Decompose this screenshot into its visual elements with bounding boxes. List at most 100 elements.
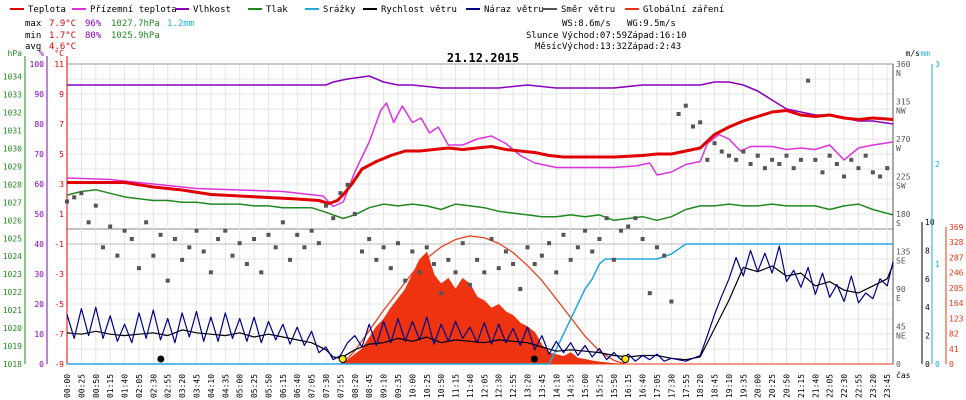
humidity-tick: 50 [34, 210, 44, 219]
x-tick: 18:20 [696, 374, 705, 398]
series-teplota [67, 109, 894, 205]
wind-dir-dir: S [896, 219, 901, 228]
x-tick: 13:20 [523, 374, 532, 398]
wind-dir-point [597, 237, 602, 241]
radiation-tick: 123 [949, 314, 964, 323]
rain-tick: 0 [935, 360, 940, 369]
wind-dir-point [784, 153, 789, 158]
wind-dir-point [856, 166, 861, 171]
x-tick: 11:40 [466, 374, 475, 398]
radiation-tick: 328 [949, 238, 964, 247]
wind-dir-point [338, 191, 343, 196]
wind-dir-dir: NW [896, 107, 906, 116]
stats-min-press: 1025.9hPa [111, 31, 160, 41]
wind-dir-point [244, 262, 249, 266]
wind-dir-point [554, 270, 559, 275]
wind-speed-tick: 8 [925, 246, 930, 255]
wind-dir-point [762, 166, 767, 171]
x-tick: 04:10 [207, 374, 216, 398]
wind-dir-point [381, 245, 386, 250]
wind-dir-point [216, 237, 221, 241]
x-tick: 07:55 [336, 374, 345, 398]
x-tick: 18:45 [711, 374, 720, 398]
moon-set-marker [157, 355, 165, 363]
x-tick: 17:05 [653, 374, 662, 398]
stats-min-label: min [25, 31, 41, 41]
wind-dir-point [79, 191, 84, 196]
wind-dir-dir: N [896, 69, 901, 78]
wind-dir-point [288, 257, 293, 262]
x-tick: 21:40 [811, 374, 820, 398]
wind-dir-point [403, 278, 408, 283]
pressure-tick: 1022 [3, 288, 22, 297]
pressure-tick: 1018 [3, 360, 22, 369]
radiation-clear-sky-curve [341, 235, 626, 365]
wind-dir-point [187, 245, 192, 250]
wind-dir-tick: 180 [896, 210, 911, 219]
wind-dir-tick: 270 [896, 135, 911, 144]
wind-dir-dir: SW [896, 182, 906, 191]
pressure-tick: 1024 [3, 252, 22, 261]
x-tick: 14:10 [552, 374, 561, 398]
wind-dir-point [165, 278, 170, 283]
chart-title: 21.12.2015 [447, 51, 519, 65]
x-tick: 09:35 [394, 374, 403, 398]
wind-dir-point [460, 241, 465, 246]
temperature-tick: 5 [59, 150, 64, 159]
x-axis: 00:00 00:25 00:50 01:15 01:40 02:05 02:30 02:55… [63, 370, 911, 398]
humidity-unit: % [39, 49, 44, 58]
temperature-tick: 3 [59, 180, 64, 189]
temperature-unit: °C [54, 49, 64, 58]
x-tick: 14:35 [567, 374, 576, 398]
wind-dir-point [619, 228, 624, 233]
wind-dir-point [647, 291, 652, 296]
wind-dir-tick: 90 [896, 285, 906, 294]
radiation-tick: 0 [949, 360, 954, 369]
wind-dir-point [820, 170, 825, 175]
x-tick: 10:25 [423, 374, 432, 398]
x-tick: 20:00 [754, 374, 763, 398]
humidity-tick: 80 [34, 120, 44, 129]
wind-dir-point [100, 245, 105, 250]
x-tick: 03:45 [193, 374, 202, 398]
x-tick: 16:40 [639, 374, 648, 398]
stats-avg-temp: 4.6°C [49, 42, 76, 52]
x-tick: 09:10 [380, 374, 389, 398]
wind-dir-point [388, 266, 393, 271]
axes: 1034103310321031103010291028102710261025… [3, 49, 964, 369]
wind-dir-point [345, 182, 350, 187]
x-tick: 13:45 [538, 374, 547, 398]
series-srážky [67, 243, 893, 365]
pressure-tick: 1034 [3, 73, 22, 82]
wind-dir-point [259, 270, 264, 275]
temperature-tick: 1 [59, 210, 64, 219]
pressure-tick: 1021 [3, 306, 22, 315]
temperature-tick: 9 [59, 90, 64, 99]
x-tick: 21:15 [797, 374, 806, 398]
wind-dir-point [698, 120, 703, 125]
wind-dir-point [115, 253, 120, 258]
wind-dir-point [575, 245, 580, 250]
moon-label: Měsíc [535, 42, 562, 52]
legend-label: Náraz větru [484, 5, 544, 15]
sunset-marker [621, 355, 630, 363]
wind-speed-tick: 4 [925, 303, 930, 312]
wind-dir-point [511, 262, 516, 266]
wind-dir-point [777, 162, 782, 166]
wind-dir-tick: 45 [896, 323, 906, 332]
temperature-tick: -3 [54, 270, 64, 279]
wind-dir-tick: 0 [896, 360, 901, 369]
x-tick: 02:30 [149, 374, 158, 398]
pressure-tick: 1028 [3, 180, 22, 189]
x-tick: 07:30 [322, 374, 331, 398]
x-tick: 01:40 [121, 374, 130, 398]
wind-dir-point [748, 162, 753, 166]
wind-dir-point [453, 270, 458, 275]
x-tick: 22:55 [854, 374, 863, 398]
wind-dir-point [827, 153, 832, 158]
wind-dir-point [172, 237, 177, 241]
wind-dir-point [734, 157, 739, 162]
series-tlak [66, 188, 894, 222]
wind-dir-point [791, 166, 796, 171]
legend: Teplota Přízemní teplota Vlhkost Tlak Srážky… [10, 5, 724, 15]
